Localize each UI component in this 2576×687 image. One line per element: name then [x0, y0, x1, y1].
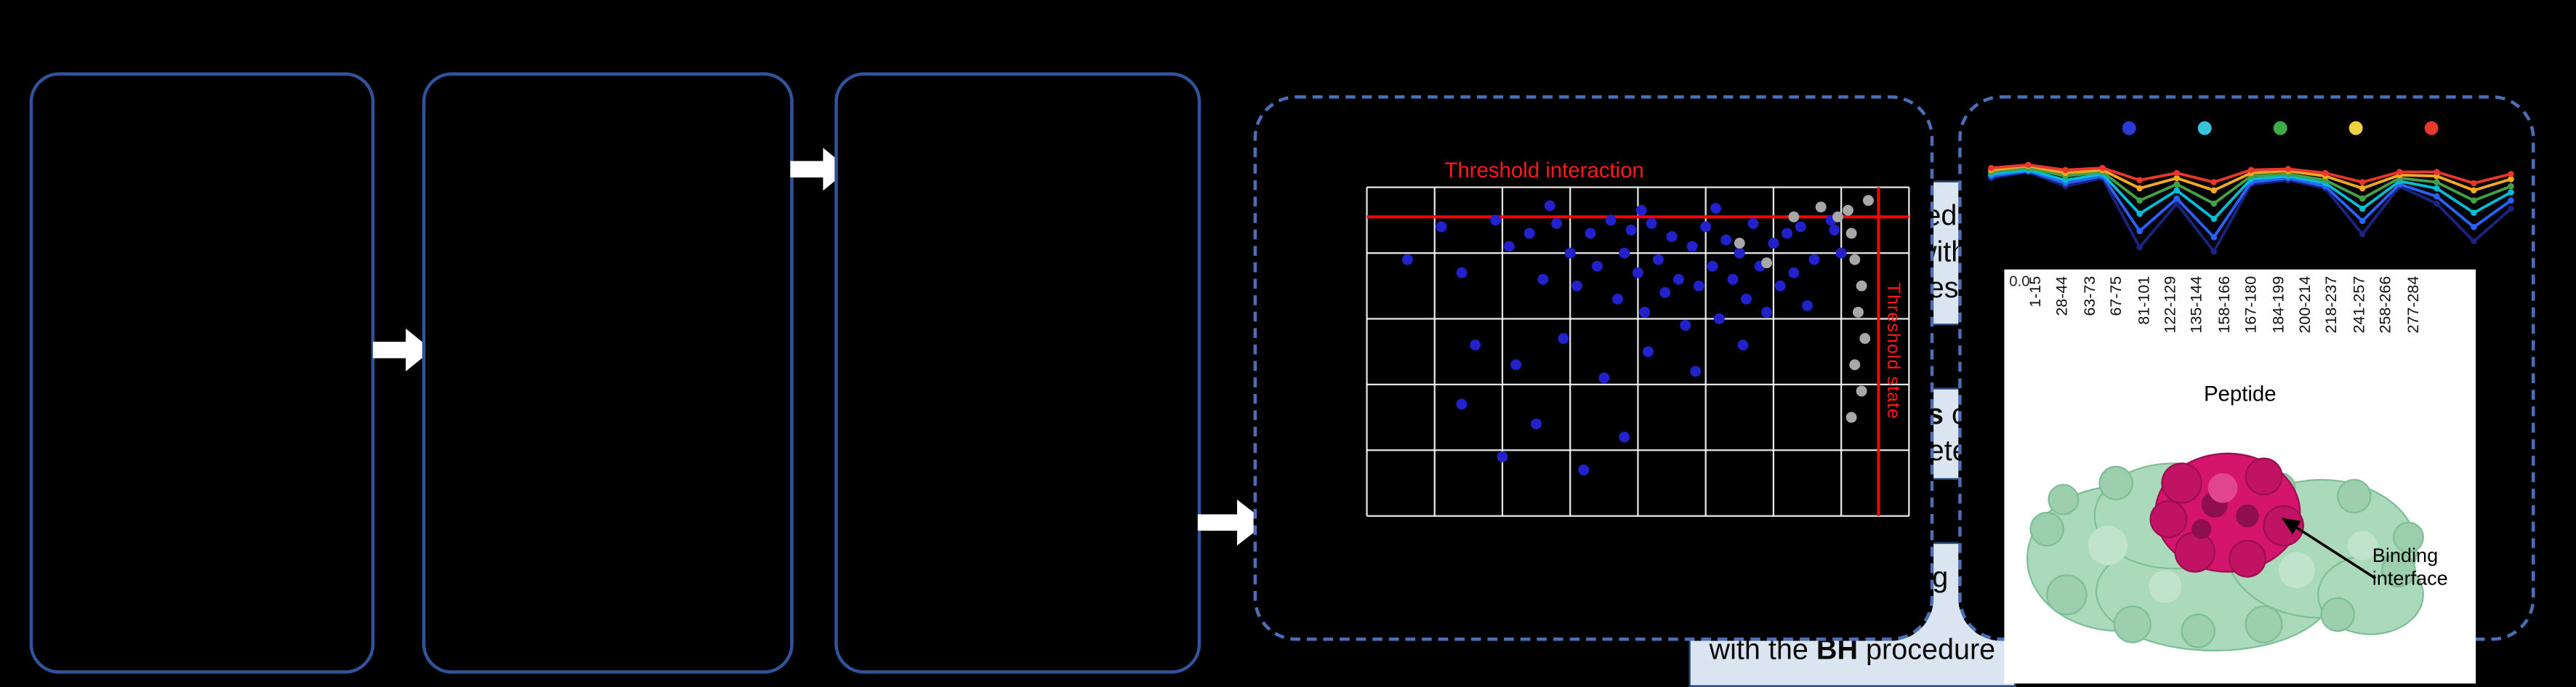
- peptide-axis-title: Peptide: [2203, 381, 2277, 406]
- model-panel: Fit a linear mixed- effects model with R…: [834, 72, 2016, 687]
- binding-arrow-icon: [2281, 518, 2377, 580]
- peptide-tick-label: 81-101: [2135, 276, 2154, 325]
- peptide-tick-label: 241-257: [2350, 276, 2369, 334]
- peptide-tick-label: 1-15: [2027, 276, 2045, 308]
- peptide-plot-box: 0.0 1-15 28-44 63-73 67-75 81-101 122-129 135-…: [2004, 269, 2476, 684]
- scatter-plot: [1366, 186, 1910, 517]
- peptide-tick-label: 135-144: [2189, 276, 2207, 334]
- protein-structure-image: [2026, 452, 2424, 652]
- input-panel: [29, 72, 375, 674]
- peptide-tick-label: 63-73: [2081, 276, 2100, 316]
- uptake-line-chart: [1988, 121, 2514, 255]
- binding-interface-label: Binding interface: [2372, 544, 2448, 590]
- y-axis-tick: 0.0: [2009, 273, 2030, 289]
- binding-interface-region: [2149, 452, 2304, 578]
- peptide-tick-label: 158-166: [2215, 276, 2234, 334]
- scatter-panel: Threshold interaction Threshold state: [1253, 95, 1934, 641]
- flow-arrow-icon: [373, 329, 432, 371]
- peptide-tick-label: 28-44: [2054, 276, 2072, 316]
- csv-panel: X CSV: [422, 72, 1180, 674]
- peptide-tick-label: 184-199: [2269, 276, 2288, 334]
- peptide-tick-label: 67-75: [2108, 276, 2127, 316]
- threshold-interaction-label: Threshold interaction: [1444, 157, 1644, 182]
- peptide-tick-label: 200-214: [2296, 276, 2315, 334]
- peptide-tick-label: 122-129: [2162, 276, 2181, 334]
- peptide-tick-label: 218-237: [2323, 276, 2342, 334]
- flow-arrow-icon: [1197, 499, 1267, 546]
- threshold-state-label: Threshold state: [1883, 282, 1903, 420]
- peptide-tick-label: 258-266: [2377, 276, 2396, 334]
- result-panel: 0.0 1-15 28-44 63-73 67-75 81-101 122-129 135-…: [1958, 95, 2535, 684]
- peptide-tick-label: 167-180: [2242, 276, 2261, 334]
- peptide-tick-label: 277-284: [2404, 276, 2423, 334]
